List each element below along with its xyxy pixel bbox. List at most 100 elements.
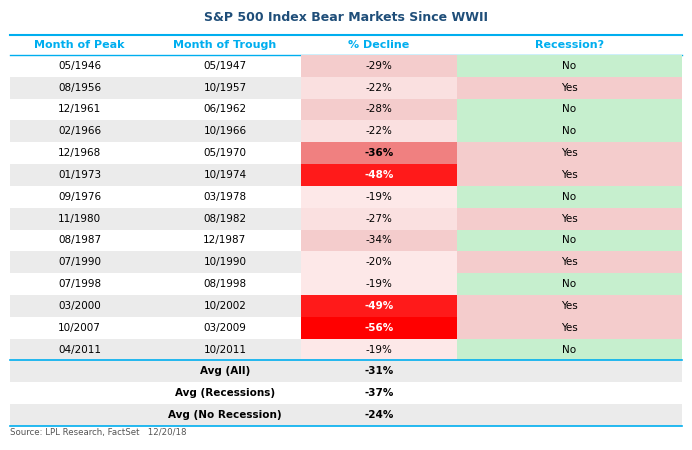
Text: 02/1966: 02/1966	[58, 126, 101, 136]
Text: -56%: -56%	[364, 323, 394, 333]
Text: -22%: -22%	[365, 83, 392, 93]
Bar	[457, 77, 682, 99]
Bar	[10, 339, 682, 360]
Text: Recession?: Recession?	[535, 40, 603, 50]
Bar	[10, 186, 682, 208]
Text: 12/1961: 12/1961	[58, 104, 101, 114]
Text: 05/1970: 05/1970	[203, 148, 246, 158]
Bar	[301, 273, 457, 295]
Text: -37%: -37%	[364, 388, 394, 398]
Text: -19%: -19%	[365, 192, 392, 202]
Bar	[10, 99, 682, 120]
Text: Avg (No Recession): Avg (No Recession)	[168, 410, 282, 420]
Bar	[10, 295, 682, 317]
Text: -20%: -20%	[365, 257, 392, 267]
Text: Yes: Yes	[561, 148, 578, 158]
Bar	[301, 77, 457, 99]
Bar	[301, 121, 457, 142]
Text: 06/1962: 06/1962	[203, 104, 246, 114]
Text: 08/1987: 08/1987	[58, 235, 101, 245]
Text: 07/1990: 07/1990	[58, 257, 101, 267]
Bar	[10, 360, 682, 382]
Text: Yes: Yes	[561, 257, 578, 267]
Bar	[301, 164, 457, 186]
Bar	[457, 208, 682, 230]
Text: 09/1976: 09/1976	[58, 192, 101, 202]
Text: -31%: -31%	[364, 366, 394, 376]
Bar	[10, 404, 682, 426]
Bar	[457, 251, 682, 273]
Text: -49%: -49%	[364, 301, 394, 311]
Bar	[301, 295, 457, 317]
Text: 08/1982: 08/1982	[203, 214, 246, 224]
Text: 12/1968: 12/1968	[58, 148, 101, 158]
Bar	[301, 186, 457, 208]
Text: Month of Peak: Month of Peak	[35, 40, 125, 50]
Bar	[10, 77, 682, 99]
Text: No: No	[562, 104, 576, 114]
Bar	[301, 230, 457, 251]
Text: % Decline: % Decline	[348, 40, 410, 50]
Text: 05/1947: 05/1947	[203, 61, 246, 71]
Bar	[10, 317, 682, 339]
Text: Yes: Yes	[561, 323, 578, 333]
Text: -27%: -27%	[365, 214, 392, 224]
Text: 03/2009: 03/2009	[203, 323, 246, 333]
Text: No: No	[562, 345, 576, 355]
Bar	[301, 55, 457, 76]
Text: 10/2007: 10/2007	[58, 323, 101, 333]
Bar	[301, 142, 457, 164]
Text: No: No	[562, 235, 576, 245]
Bar	[301, 251, 457, 273]
Bar	[301, 317, 457, 339]
Text: -22%: -22%	[365, 126, 392, 136]
Bar	[457, 164, 682, 186]
Text: No: No	[562, 279, 576, 289]
Bar	[301, 208, 457, 230]
Text: 10/1990: 10/1990	[203, 257, 246, 267]
Bar	[457, 339, 682, 360]
Text: Month of Trough: Month of Trough	[173, 40, 277, 50]
Bar	[10, 251, 682, 273]
Text: 10/1974: 10/1974	[203, 170, 246, 180]
Bar	[301, 99, 457, 120]
Bar	[457, 186, 682, 208]
Text: 05/1946: 05/1946	[58, 61, 101, 71]
Text: -29%: -29%	[365, 61, 392, 71]
Bar	[457, 230, 682, 251]
Text: Yes: Yes	[561, 83, 578, 93]
Bar	[457, 55, 682, 76]
Text: 04/2011: 04/2011	[58, 345, 101, 355]
Bar	[457, 121, 682, 142]
Text: Yes: Yes	[561, 301, 578, 311]
Bar	[457, 99, 682, 120]
Text: Yes: Yes	[561, 214, 578, 224]
Text: No: No	[562, 126, 576, 136]
Bar	[10, 382, 682, 404]
Text: 10/2002: 10/2002	[203, 301, 246, 311]
Text: Avg (All): Avg (All)	[200, 366, 250, 376]
Text: 10/1957: 10/1957	[203, 83, 246, 93]
Text: 01/1973: 01/1973	[58, 170, 101, 180]
Text: 10/2011: 10/2011	[203, 345, 246, 355]
Bar	[10, 121, 682, 142]
Text: 08/1998: 08/1998	[203, 279, 246, 289]
Bar	[10, 273, 682, 295]
Text: Source: LPL Research, FactSet   12/20/18: Source: LPL Research, FactSet 12/20/18	[10, 428, 187, 437]
Text: -19%: -19%	[365, 345, 392, 355]
Bar	[457, 295, 682, 317]
Bar	[457, 142, 682, 164]
Text: 10/1966: 10/1966	[203, 126, 246, 136]
Bar	[10, 164, 682, 186]
Bar	[10, 55, 682, 76]
Text: -24%: -24%	[364, 410, 394, 420]
Text: 07/1998: 07/1998	[58, 279, 101, 289]
Text: S&P 500 Index Bear Markets Since WWII: S&P 500 Index Bear Markets Since WWII	[204, 11, 488, 23]
Text: 12/1987: 12/1987	[203, 235, 246, 245]
Text: No: No	[562, 61, 576, 71]
Bar	[10, 230, 682, 251]
Text: -28%: -28%	[365, 104, 392, 114]
Text: Avg (Recessions): Avg (Recessions)	[175, 388, 275, 398]
Text: No: No	[562, 192, 576, 202]
Text: 03/1978: 03/1978	[203, 192, 246, 202]
